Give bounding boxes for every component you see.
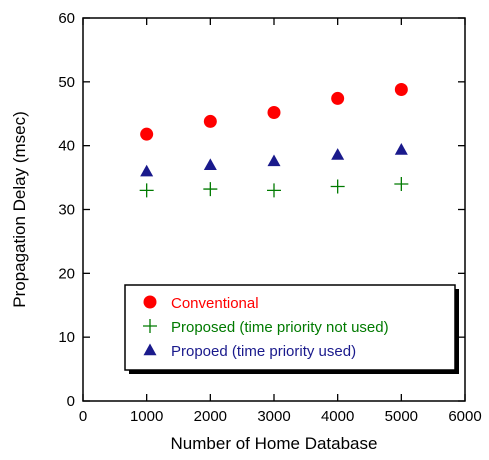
legend-marker-series-1 — [143, 295, 157, 309]
y-tick-label: 40 — [58, 138, 75, 155]
y-tick-label: 60 — [58, 10, 75, 27]
x-tick-label: 3000 — [257, 408, 290, 425]
x-tick-label: 5000 — [385, 408, 418, 425]
data-point-series-1 — [203, 114, 217, 128]
x-tick-label: 0 — [79, 408, 87, 425]
data-points — [139, 82, 409, 198]
data-point-series-2 — [139, 183, 154, 198]
legend-marker-series-3 — [143, 343, 157, 356]
data-point-series-3 — [203, 158, 217, 171]
data-point-series-3 — [267, 154, 281, 167]
x-tick-label: 2000 — [194, 408, 227, 425]
plot-area: 0 1000 2000 3000 4000 5000 6000 0 10 20 30 40 50 60 — [58, 10, 481, 425]
data-point-series-2 — [394, 176, 409, 191]
data-point-series-2 — [203, 182, 218, 197]
x-axis-title: Number of Home Database — [171, 434, 378, 453]
data-point-series-1 — [394, 82, 408, 96]
data-point-series-2 — [330, 179, 345, 194]
legend-box — [124, 284, 456, 371]
axis-titles: Number of Home Database Propagation Dela… — [10, 111, 377, 453]
data-point-series-3 — [331, 148, 345, 160]
data-point-series-1 — [267, 105, 281, 119]
legend-label-series-1: Conventional — [171, 295, 259, 312]
y-tick-label: 30 — [58, 202, 75, 219]
y-tick-label: 20 — [58, 265, 75, 282]
x-tick-label: 4000 — [321, 408, 354, 425]
y-tick-label: 50 — [58, 74, 75, 91]
legend: Conventional Proposed (time priority not … — [124, 284, 459, 374]
data-point-series-3 — [394, 142, 408, 155]
y-tick-label: 10 — [58, 329, 75, 346]
x-tick-label: 6000 — [448, 408, 481, 425]
legend-label-series-3: Propoed (time priority used) — [171, 343, 356, 360]
data-point-series-2 — [267, 183, 281, 198]
data-point-series-1 — [331, 91, 345, 105]
data-point-series-3 — [140, 164, 154, 177]
legend-label-series-2: Proposed (time priority not used) — [171, 319, 389, 336]
x-tick-label: 1000 — [130, 408, 163, 425]
data-point-series-1 — [140, 127, 154, 141]
y-axis-title: Propagation Delay (msec) — [10, 111, 29, 308]
legend-marker-series-2 — [143, 319, 157, 333]
y-tick-label: 0 — [67, 393, 75, 410]
